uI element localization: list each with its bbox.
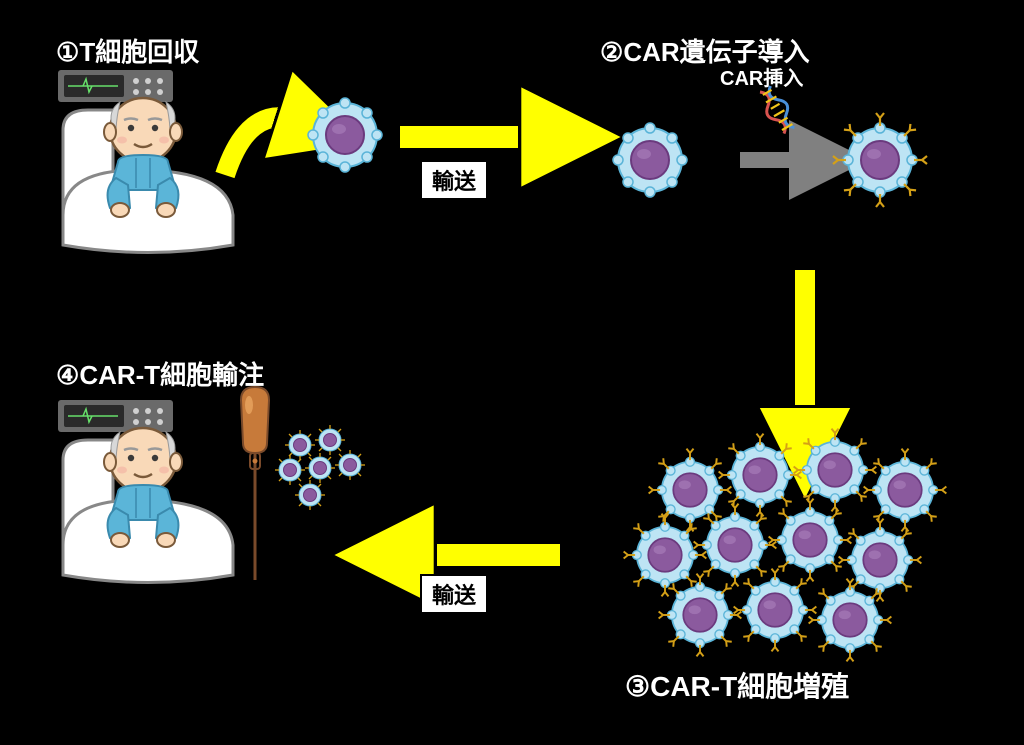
step4-text: CAR-T細胞輸注 [79, 360, 264, 390]
tcell-preinsert [613, 123, 687, 197]
transport-box-1: 輸送 [420, 160, 488, 200]
step3-text: CAR-T細胞増殖 [650, 671, 849, 702]
step1-text: T細胞回収 [79, 37, 199, 67]
step3-label: ③CAR-T細胞増殖 [625, 665, 849, 705]
cartcell-cluster [624, 429, 947, 662]
tcell-collected [308, 98, 382, 172]
iv-drip [241, 387, 269, 580]
car-insert-text: CAR挿入 [720, 68, 803, 90]
step3-num: ③ [625, 670, 650, 703]
step2-num: ② [600, 37, 623, 68]
transport-box-2: 輸送 [420, 574, 488, 614]
step1-num: ① [56, 37, 79, 68]
dna-icon [756, 84, 799, 137]
patient-bottom [58, 400, 233, 583]
cartcell-return-cluster [275, 425, 365, 510]
step4-label: ④CAR-T細胞輸注 [56, 355, 264, 392]
patient-top [58, 70, 233, 253]
car-insert-label: CAR挿入 [720, 62, 803, 91]
transport2-text: 輸送 [432, 583, 476, 608]
step4-num: ④ [56, 360, 79, 391]
arrow-collect [225, 117, 295, 175]
step1-label: ①T細胞回収 [56, 32, 199, 69]
cartcell-single [833, 113, 927, 207]
transport1-text: 輸送 [432, 169, 476, 194]
